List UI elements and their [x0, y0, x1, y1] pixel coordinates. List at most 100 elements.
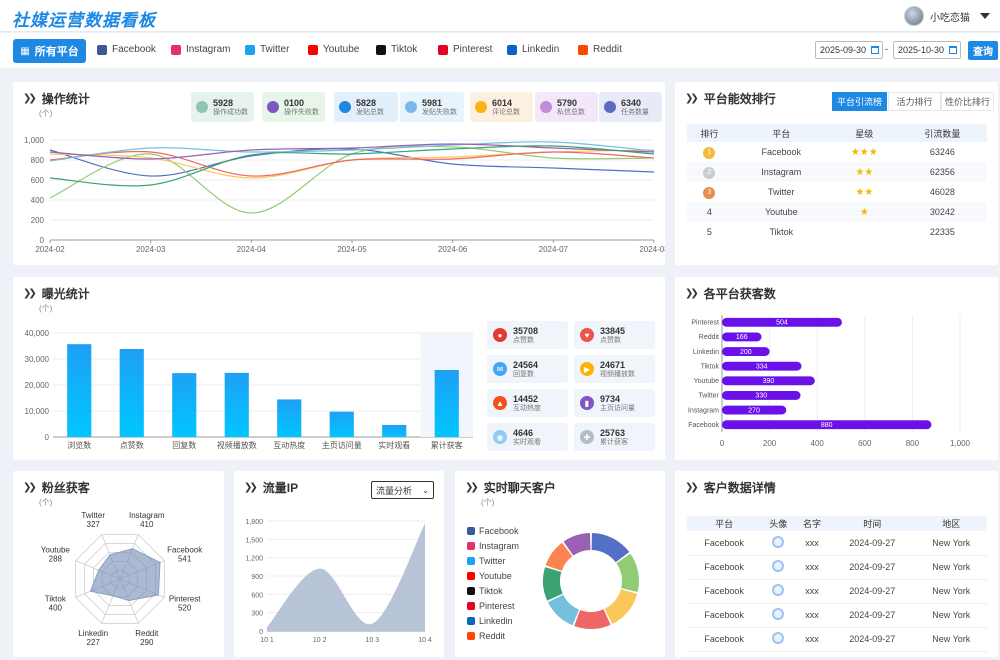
stars-cell: ★★ — [855, 186, 874, 198]
stat-text: 9734 主页访问量 — [600, 394, 635, 413]
linkedin-icon[interactable] — [507, 44, 517, 55]
pinterest-icon[interactable] — [438, 44, 448, 55]
end-date-input[interactable]: 2025-10-30 — [893, 41, 961, 59]
start-date-input[interactable]: 2025-09-30 — [815, 41, 883, 59]
x-tick-label: 视频播放数 — [217, 440, 257, 450]
table-header: 星级 — [830, 124, 898, 142]
stat-label: 发贴失败数 — [422, 108, 457, 116]
stat-value: 24564 — [513, 359, 539, 370]
stat-badge: 0100 操作失败数 — [262, 92, 325, 122]
platform-tab-label: Tiktok — [391, 44, 418, 55]
name-cell: xxx — [795, 627, 829, 652]
facebook-icon[interactable] — [97, 44, 107, 55]
donut-slice-1 — [616, 553, 639, 593]
platform-tab-twitter[interactable]: Twitter — [245, 44, 289, 55]
query-button[interactable]: 查询 — [968, 41, 998, 60]
time-cell: 2024-09-27 — [828, 603, 916, 628]
platform-tab-reddit[interactable]: Reddit — [578, 44, 622, 55]
x-tick-label: 600 — [858, 439, 872, 448]
stat-value: 35708 — [513, 325, 539, 336]
avatar-cell — [761, 579, 796, 604]
rank-cell: 1 — [687, 142, 732, 162]
medal-icon: 1 — [703, 146, 716, 159]
platform-tab-label: Facebook — [112, 44, 156, 55]
stat-icon — [475, 101, 487, 113]
legend-label: Linkedin — [479, 616, 513, 626]
region-cell: New York — [915, 579, 987, 604]
youtube-icon[interactable] — [308, 44, 318, 55]
traffic-area-chart: 0 300 600 900 1,200 1,500 1,800 10 1 10 2 10 3 10 … — [245, 519, 431, 644]
chevron-down-icon[interactable] — [980, 13, 990, 19]
twitter-icon[interactable] — [245, 44, 255, 55]
y-tick-label: Linkedin — [693, 349, 719, 356]
double-chevron-icon: ❯❯ — [23, 482, 37, 493]
user-menu[interactable]: 小吃恋猫 — [904, 6, 990, 26]
panel-title: ❯❯ 各平台获客数 — [685, 287, 776, 301]
x-tick-label: 10 3 — [366, 637, 380, 644]
axis-label: Pinterest — [169, 594, 201, 603]
tab-traffic-ranking[interactable]: 平台引流榜 — [832, 92, 887, 111]
instagram-icon[interactable] — [171, 44, 181, 55]
stat-badge: 5828 发贴总数 — [334, 92, 398, 122]
platform-tab-linkedin[interactable]: Linkedin — [507, 44, 559, 55]
table-header: 平台 — [731, 124, 831, 142]
x-tick-label: 10 2 — [313, 637, 327, 644]
stat-value: 25763 — [600, 427, 626, 438]
x-tick-label: 0 — [720, 439, 725, 448]
stat-icon: ✉ — [493, 362, 507, 376]
double-chevron-icon: ❯❯ — [465, 482, 479, 493]
stat-icon — [405, 101, 417, 113]
calendar-icon[interactable] — [949, 46, 957, 54]
stat-value: 5928 — [213, 97, 234, 108]
y-tick-label: Twitter — [698, 393, 719, 400]
calendar-icon[interactable] — [871, 46, 879, 54]
y-tick-label: 800 — [31, 156, 45, 165]
stat-icon: ▶ — [580, 362, 594, 376]
legend-item: Reddit — [467, 631, 505, 641]
stat-value: 5828 — [356, 97, 377, 108]
platform-tab-facebook[interactable]: Facebook — [97, 44, 156, 55]
stat-icon: ♥ — [580, 328, 594, 342]
avatar[interactable] — [904, 6, 924, 26]
y-tick-label: 300 — [251, 611, 263, 618]
table-row: Facebook xxx 2024-09-27 New York — [687, 579, 987, 604]
legend-label: Reddit — [479, 631, 506, 641]
platform-tab-label: Instagram — [186, 44, 231, 55]
platform-tab-instagram[interactable]: Instagram — [171, 44, 230, 55]
donut-slice-5 — [543, 567, 563, 601]
legend-item: Twitter — [467, 556, 506, 566]
stat-value: 24671 — [600, 359, 626, 370]
axis-label: Facebook — [167, 546, 203, 555]
ranking-table: 排行 平台 星级 引流数量 1 Facebook ★★★ 63246 2 Instagram ★★… — [687, 124, 987, 242]
stat-value: 9734 — [600, 393, 621, 404]
stat-text: 4646 实时观看 — [513, 428, 541, 447]
table-row: 4 Youtube ★ 30242 — [687, 202, 987, 222]
bar-0 — [67, 344, 92, 437]
stat-text: 35708 点赞数 — [513, 326, 538, 345]
tab-value-ranking[interactable]: 性价比排行 — [941, 92, 994, 111]
platform-cell: Facebook — [687, 531, 762, 556]
tab-vitality-ranking[interactable]: 活力排行 — [888, 92, 941, 111]
double-chevron-icon: ❯❯ — [23, 288, 37, 299]
stat-icon: ◉ — [493, 430, 507, 444]
all-platforms-label: 所有平台 — [34, 46, 79, 58]
y-tick-label: 20,000 — [25, 381, 50, 390]
traffic-analysis-select[interactable]: 流量分析 ⌄ — [371, 481, 434, 499]
platform-tab-pinterest[interactable]: Pinterest — [438, 44, 492, 55]
unit-label: (个) — [39, 109, 53, 118]
y-tick-label: 600 — [251, 592, 263, 599]
stat-icon: ✚ — [580, 430, 594, 444]
platform-tab-tiktok[interactable]: Tiktok — [376, 44, 417, 55]
legend-item: Pinterest — [467, 601, 515, 611]
y-tick-label: 0 — [45, 433, 50, 442]
tiktok-icon[interactable] — [376, 44, 386, 55]
bar-5 — [329, 411, 354, 437]
tiktok-icon — [467, 587, 475, 595]
reddit-icon[interactable] — [578, 44, 588, 55]
y-tick-label: Pinterest — [691, 320, 719, 327]
region-cell: New York — [915, 627, 987, 652]
all-platforms-button[interactable]: ▦ 所有平台 — [13, 39, 86, 63]
platform-tab-youtube[interactable]: Youtube — [308, 44, 359, 55]
stat-label: 操作成功数 — [213, 108, 248, 116]
stat-value: 14452 — [513, 393, 539, 404]
